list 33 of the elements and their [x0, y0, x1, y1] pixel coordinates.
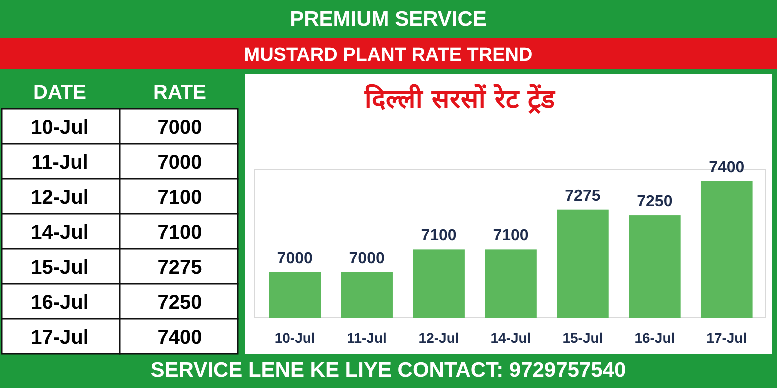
data-label: 7100	[421, 228, 457, 245]
data-label: 7250	[637, 194, 673, 211]
chart-subtitle: दिल्ली सरसों रेट ट्रेंड	[364, 84, 556, 115]
x-tick-label: 11-Jul	[347, 330, 387, 346]
data-label: 7100	[158, 187, 202, 209]
data-label: 7275	[158, 257, 202, 279]
category-label: 15-Jul	[31, 257, 89, 279]
x-tick-label: 17-Jul	[706, 330, 748, 346]
text: PREMIUM SERVICE	[290, 8, 487, 31]
data-label: 7000	[349, 250, 385, 268]
chart-title: MUSTARD PLANT RATE TREND	[244, 45, 533, 66]
data-label: 7275	[565, 188, 601, 205]
x-tick-label: 12-Jul	[418, 330, 460, 346]
category-label: 14-Jul	[31, 222, 89, 244]
data-label: 7000	[158, 117, 202, 139]
text: RATE	[154, 82, 206, 104]
category-label: 16-Jul	[31, 292, 89, 314]
data-label: 7000	[158, 152, 202, 174]
data-label: 7100	[158, 222, 202, 244]
data-label: 7250	[158, 292, 202, 314]
data-label: 7400	[709, 159, 745, 176]
category-label: 10-Jul	[31, 117, 89, 139]
data-label: 7000	[277, 250, 313, 268]
x-tick-label: 15-Jul	[562, 330, 604, 346]
data-label: 7100	[493, 228, 529, 245]
category-label: 11-Jul	[32, 152, 88, 174]
x-tick-label: 10-Jul	[274, 330, 316, 346]
category-label: 12-Jul	[31, 187, 89, 209]
data-label: 7400	[158, 327, 202, 349]
x-tick-label: 14-Jul	[490, 330, 532, 346]
text: DATE	[34, 82, 86, 104]
text: SERVICE LENE KE LIYE CONTACT: 9729757540	[150, 359, 626, 382]
x-tick-label: 16-Jul	[634, 330, 676, 346]
